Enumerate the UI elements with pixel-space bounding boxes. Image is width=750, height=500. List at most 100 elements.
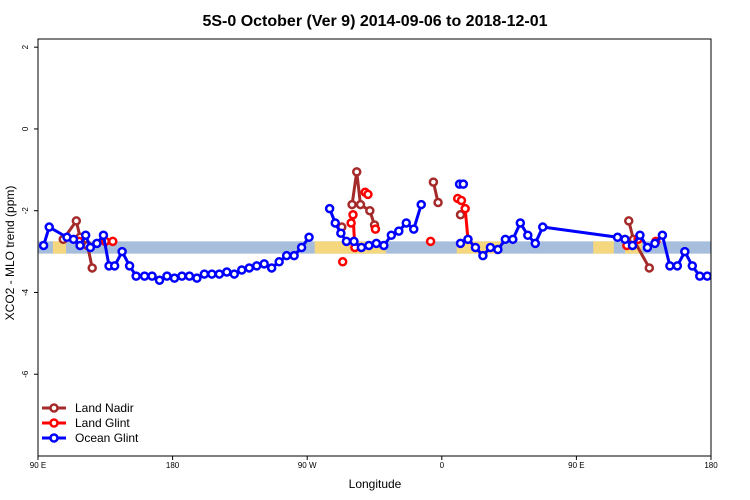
chart-title: 5S-0 October (Ver 9) 2014-09-06 to 2018-… <box>202 13 547 30</box>
data-point <box>237 265 247 275</box>
data-point <box>363 189 373 200</box>
data-point <box>458 179 469 189</box>
data-point <box>108 236 118 247</box>
data-point <box>44 222 54 232</box>
data-point <box>38 240 49 251</box>
data-point <box>92 238 102 249</box>
data-point <box>222 267 232 277</box>
data-point <box>478 250 488 261</box>
data-point <box>169 273 180 283</box>
data-point <box>199 269 210 279</box>
data-point <box>355 199 366 210</box>
legend-marker <box>49 418 59 428</box>
legend-label: Land Nadir <box>75 401 134 415</box>
legend-item-ocean-glint: Ocean Glint <box>42 431 139 445</box>
data-point <box>131 271 141 281</box>
data-point <box>470 242 481 253</box>
data-point <box>523 230 533 240</box>
data-point <box>687 261 698 271</box>
data-point <box>139 271 150 281</box>
land-band-segment <box>593 241 614 254</box>
x-tick-label: 90 W <box>298 461 317 470</box>
series-land-nadir <box>58 167 655 273</box>
x-axis-label: Longitude <box>349 477 402 491</box>
data-point <box>162 271 172 281</box>
x-ticks: 90 E 180 90 W 0 90 E 180 <box>30 456 718 470</box>
y-tick-label: -2 <box>21 207 30 215</box>
y-tick-label: -4 <box>21 288 30 296</box>
data-point <box>401 218 412 228</box>
x-tick-label: 180 <box>704 461 718 470</box>
data-point <box>463 234 473 245</box>
x-tick-label: 180 <box>166 461 180 470</box>
data-point <box>672 261 683 271</box>
data-point <box>455 238 466 249</box>
y-tick-label: -6 <box>21 370 30 378</box>
data-point <box>337 257 348 267</box>
data-point <box>347 199 357 210</box>
data-point <box>207 269 217 279</box>
data-point <box>394 226 404 236</box>
y-tick-label: 2 <box>21 44 30 49</box>
series-layer <box>38 167 726 285</box>
data-point <box>650 238 660 249</box>
data-point <box>80 230 91 240</box>
data-point <box>485 242 496 253</box>
data-point <box>709 273 711 280</box>
data-point <box>304 232 314 243</box>
data-point <box>184 271 195 281</box>
data-point <box>623 216 634 226</box>
data-point <box>460 203 470 214</box>
data-point <box>455 210 466 220</box>
data-point <box>657 230 668 240</box>
data-point <box>214 269 225 279</box>
data-point <box>428 177 439 187</box>
data-point <box>635 230 645 240</box>
data-point <box>346 218 356 228</box>
data-point <box>538 222 548 232</box>
data-point <box>266 263 277 273</box>
data-point <box>719 277 726 284</box>
data-point <box>386 230 397 240</box>
data-point <box>349 236 359 247</box>
data-point <box>627 240 638 251</box>
legend-item-land-glint: Land Glint <box>42 416 130 430</box>
data-point <box>71 216 82 226</box>
plot-frame <box>37 38 712 457</box>
data-point <box>702 271 711 281</box>
data-point <box>336 228 346 238</box>
data-point <box>289 250 299 261</box>
data-point <box>348 210 358 220</box>
data-point <box>117 246 127 257</box>
y-axis-label: XCO2 - MLO trend (ppm) <box>3 186 17 321</box>
y-tick-label: 0 <box>21 126 30 131</box>
data-point <box>281 250 292 261</box>
data-point <box>665 261 675 271</box>
data-point <box>85 242 96 253</box>
data-point <box>425 236 436 247</box>
data-point <box>98 230 109 240</box>
data-point <box>75 240 85 251</box>
data-point <box>259 259 269 269</box>
data-point <box>370 224 381 234</box>
data-point <box>612 232 623 243</box>
data-point <box>177 271 187 281</box>
data-point <box>642 242 653 253</box>
data-point <box>229 269 240 279</box>
data-point <box>379 240 389 251</box>
legend-item-land-nadir: Land Nadir <box>42 401 134 415</box>
data-point <box>493 244 503 255</box>
series-ocean-glint <box>38 179 726 285</box>
legend-marker <box>49 403 59 413</box>
data-point <box>456 195 467 206</box>
data-point <box>124 261 135 271</box>
legend-marker <box>49 433 59 443</box>
data-point <box>192 273 202 283</box>
data-point <box>351 167 362 177</box>
land-band-segment <box>52 241 67 254</box>
data-point <box>620 234 630 245</box>
data-point <box>508 234 518 245</box>
data-point <box>530 238 541 249</box>
